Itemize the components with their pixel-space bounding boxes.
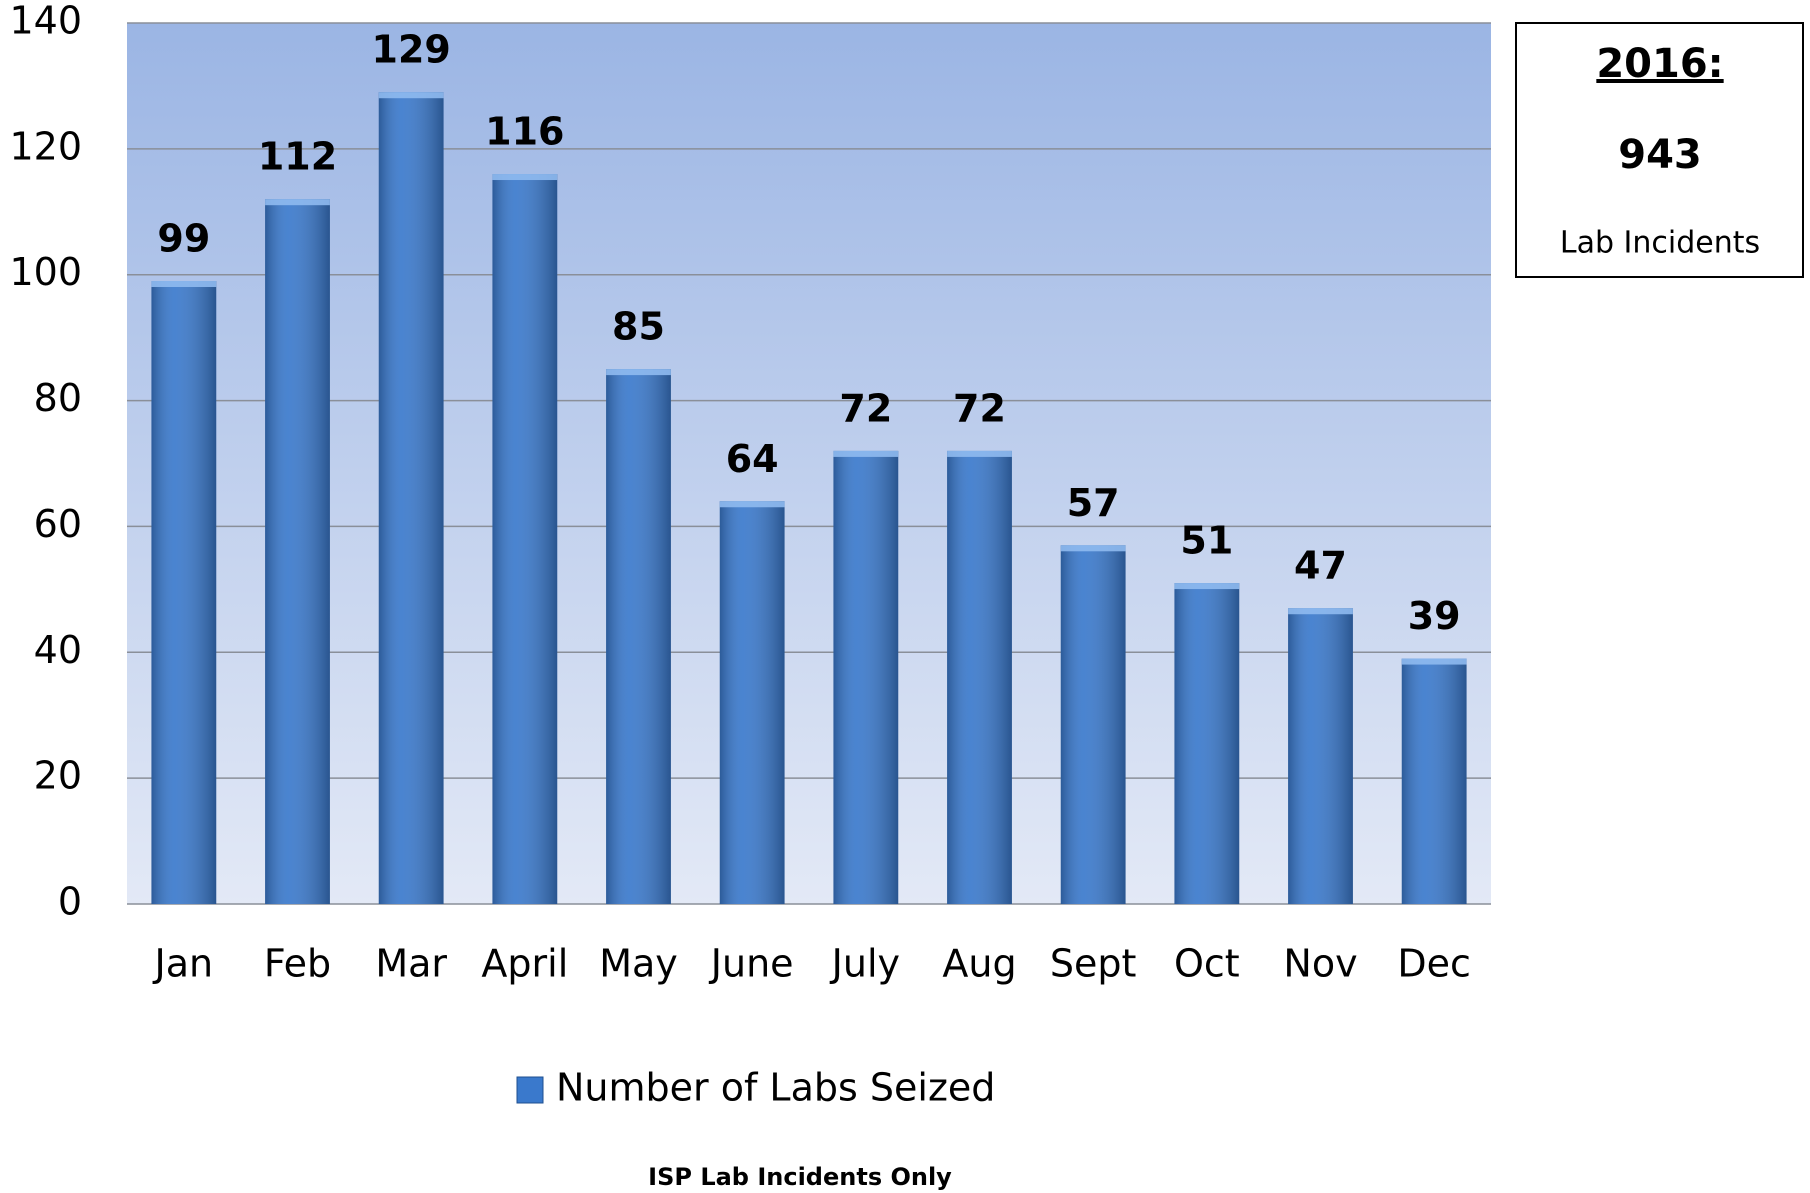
bar-shade xyxy=(833,450,899,904)
plot-area xyxy=(127,23,1491,904)
summary-total: 943 xyxy=(1618,132,1702,178)
x-tick-label: Dec xyxy=(1397,942,1471,986)
bar-cap xyxy=(719,501,785,508)
bar-cap xyxy=(1060,545,1126,552)
x-tick-label: June xyxy=(709,942,794,986)
footnote: ISP Lab Incidents Only xyxy=(648,1163,952,1191)
bar-cap xyxy=(1288,608,1353,615)
data-label: 51 xyxy=(1180,519,1233,563)
x-tick-label: Sept xyxy=(1050,942,1137,986)
y-tick-label: 0 xyxy=(58,880,82,924)
bar-shade xyxy=(1401,658,1467,904)
data-label: 85 xyxy=(612,305,665,349)
data-label: 99 xyxy=(157,217,210,261)
y-tick-label: 140 xyxy=(9,0,82,43)
data-label: 72 xyxy=(953,386,1006,430)
x-tick-label: Oct xyxy=(1174,942,1240,986)
data-label: 72 xyxy=(839,386,892,430)
y-tick-label: 100 xyxy=(9,250,82,294)
x-tick-label: April xyxy=(481,942,568,986)
x-tick-label: Aug xyxy=(942,942,1016,986)
x-tick-label: July xyxy=(830,942,900,986)
x-tick-label: May xyxy=(599,942,678,986)
summary-title: 2016: xyxy=(1596,41,1723,87)
data-label: 129 xyxy=(372,28,451,72)
bar-shade xyxy=(1174,583,1240,904)
y-tick-label: 60 xyxy=(34,502,82,546)
data-label: 64 xyxy=(726,437,779,481)
data-label: 112 xyxy=(258,135,337,179)
y-tick-label: 40 xyxy=(34,628,82,672)
y-tick-label: 80 xyxy=(34,376,82,420)
bar-cap xyxy=(265,199,330,206)
bar-cap xyxy=(947,450,1012,457)
data-label: 47 xyxy=(1294,544,1347,588)
bar-cap xyxy=(1401,658,1467,665)
bar-cap xyxy=(492,174,558,181)
bar-shade xyxy=(719,501,785,904)
x-tick-label: Mar xyxy=(375,942,447,986)
bar-shade xyxy=(492,174,558,904)
y-tick-label: 120 xyxy=(9,124,82,168)
x-tick-label: Nov xyxy=(1283,942,1357,986)
y-tick-label: 20 xyxy=(34,754,82,798)
data-label: 116 xyxy=(485,110,564,154)
bar-cap xyxy=(378,92,444,99)
x-tick-label: Jan xyxy=(153,942,214,986)
bar-shade xyxy=(1288,608,1353,904)
bar-cap xyxy=(833,450,899,457)
legend-label: Number of Labs Seized xyxy=(556,1066,995,1110)
bar-cap xyxy=(606,369,671,376)
legend-swatch xyxy=(516,1076,544,1104)
data-label: 39 xyxy=(1408,594,1461,638)
bar-shade xyxy=(151,281,217,904)
bar-shade xyxy=(265,199,330,904)
bar-shade xyxy=(378,92,444,904)
data-label: 57 xyxy=(1067,481,1120,525)
bar-shade xyxy=(606,369,671,904)
summary-label: Lab Incidents xyxy=(1560,226,1760,261)
bar-shade xyxy=(947,450,1012,904)
bar-cap xyxy=(1174,583,1240,590)
bar-shade xyxy=(1060,545,1126,904)
summary-box xyxy=(1515,22,1804,278)
x-tick-label: Feb xyxy=(264,942,331,986)
bar-cap xyxy=(151,281,217,288)
